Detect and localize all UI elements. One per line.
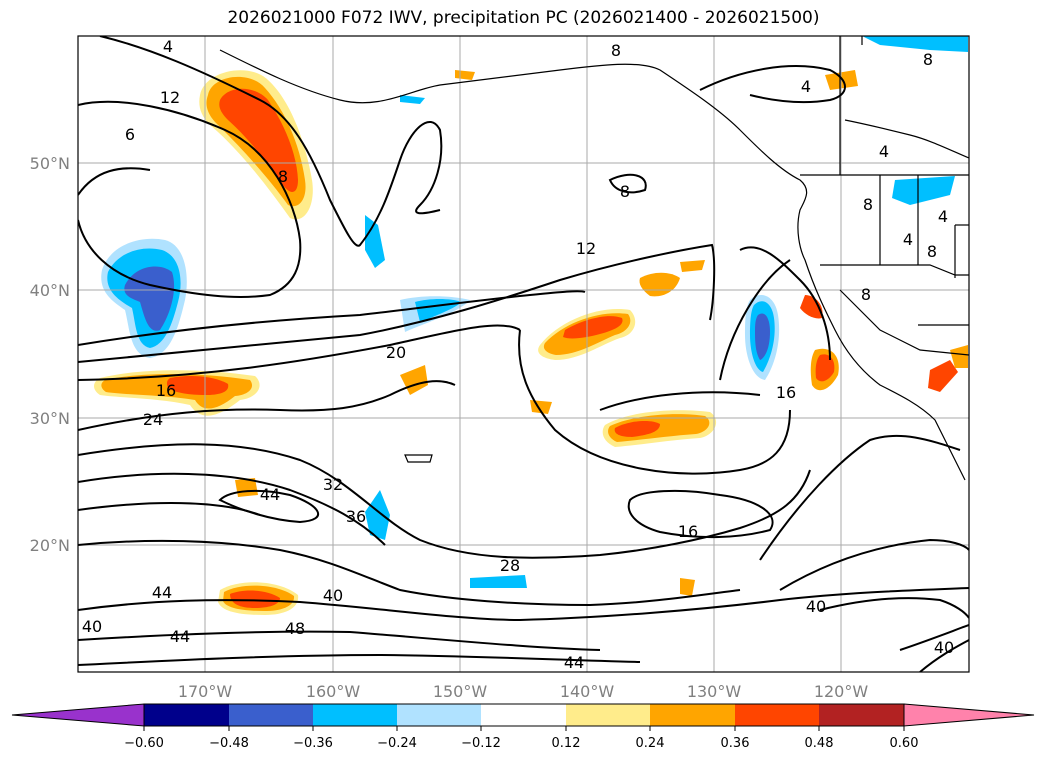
colorbar-right-extend bbox=[903, 703, 1035, 727]
colorbar-segment bbox=[397, 704, 481, 726]
contour-label: 4 bbox=[938, 207, 948, 226]
contour-label: 24 bbox=[143, 410, 163, 429]
contour-label: 32 bbox=[323, 475, 343, 494]
colorbar-tick-label: 0.24 bbox=[636, 736, 665, 751]
lon-tick-label: 120°W bbox=[814, 682, 869, 701]
lon-tick-label: 150°W bbox=[433, 682, 488, 701]
lon-axis: 170°W 160°W 150°W 140°W 130°W 120°W bbox=[178, 682, 869, 701]
colorbar-segment bbox=[313, 704, 397, 726]
map-title: 2026021000 F072 IWV, precipitation PC (2… bbox=[227, 8, 820, 28]
contour-label: 44 bbox=[260, 485, 280, 504]
contour-label: 28 bbox=[500, 556, 520, 575]
contour-label: 16 bbox=[678, 522, 698, 541]
iwv-contours bbox=[78, 36, 969, 672]
contour-label: 16 bbox=[776, 383, 796, 402]
colorbar-tick-label: −0.36 bbox=[293, 736, 333, 751]
colorbar: −0.60 −0.48 −0.36 −0.24 −0.12 0.12 0.24 … bbox=[11, 703, 1035, 751]
contour-label: 44 bbox=[170, 627, 190, 646]
colorbar-tick-label: −0.12 bbox=[461, 736, 501, 751]
colorbar-segment bbox=[819, 704, 904, 726]
coastlines bbox=[219, 36, 969, 481]
contour-label: 44 bbox=[152, 583, 172, 602]
contour-label: 6 bbox=[125, 125, 135, 144]
contour-label: 4 bbox=[903, 230, 913, 249]
colorbar-segment bbox=[650, 704, 735, 726]
lat-axis: 50°N 40°N 30°N 20°N bbox=[30, 154, 70, 555]
contour-label: 48 bbox=[285, 619, 305, 638]
gridlines bbox=[78, 36, 969, 672]
lat-tick-label: 40°N bbox=[30, 281, 70, 300]
map-frame bbox=[77, 35, 970, 673]
colorbar-tick-label: −0.24 bbox=[377, 736, 417, 751]
contour-label: 20 bbox=[386, 343, 406, 362]
contour-label: 4 bbox=[801, 77, 811, 96]
contour-label: 8 bbox=[863, 195, 873, 214]
colorbar-tick-label: 0.12 bbox=[552, 736, 581, 751]
contour-label: 12 bbox=[576, 239, 596, 258]
colorbar-tick-label: 0.60 bbox=[890, 736, 919, 751]
colorbar-segment bbox=[229, 704, 313, 726]
colorbar-tick-label: −0.48 bbox=[209, 736, 249, 751]
colorbar-frame bbox=[143, 703, 905, 727]
contour-label: 4 bbox=[163, 37, 173, 56]
contour-label: 44 bbox=[564, 653, 584, 672]
colorbar-tick-label: 0.36 bbox=[721, 736, 750, 751]
lon-tick-label: 140°W bbox=[560, 682, 615, 701]
contour-label: 12 bbox=[160, 88, 180, 107]
colorbar-segment bbox=[735, 704, 819, 726]
contour-label: 8 bbox=[861, 285, 871, 304]
colorbar-segment bbox=[481, 704, 566, 726]
colorbar-tick-label: −0.60 bbox=[124, 736, 164, 751]
contour-label: 8 bbox=[923, 50, 933, 69]
lat-tick-label: 20°N bbox=[30, 536, 70, 555]
contour-label: 8 bbox=[611, 41, 621, 60]
colorbar-tick-label: 0.48 bbox=[805, 736, 834, 751]
contour-label: 40 bbox=[806, 597, 826, 616]
contour-label: 8 bbox=[278, 167, 288, 186]
contour-label: 40 bbox=[323, 586, 343, 605]
colorbar-left-extend bbox=[11, 703, 145, 727]
lon-tick-label: 160°W bbox=[306, 682, 361, 701]
lat-tick-label: 30°N bbox=[30, 409, 70, 428]
contour-label: 40 bbox=[934, 638, 954, 657]
colorbar-segment bbox=[144, 704, 229, 726]
contour-label: 8 bbox=[927, 242, 937, 261]
contour-label: 36 bbox=[346, 507, 366, 526]
precip-fields bbox=[94, 36, 968, 615]
colorbar-segment bbox=[566, 704, 650, 726]
lon-tick-label: 130°W bbox=[687, 682, 742, 701]
contour-labels: 4 12 6 8 8 4 8 4 4 8 8 8 4 8 12 20 16 16… bbox=[82, 37, 954, 672]
lat-tick-label: 50°N bbox=[30, 154, 70, 173]
lon-tick-label: 170°W bbox=[178, 682, 233, 701]
contour-label: 8 bbox=[620, 182, 630, 201]
contour-label: 16 bbox=[156, 381, 176, 400]
contour-label: 4 bbox=[879, 142, 889, 161]
contour-label: 40 bbox=[82, 617, 102, 636]
